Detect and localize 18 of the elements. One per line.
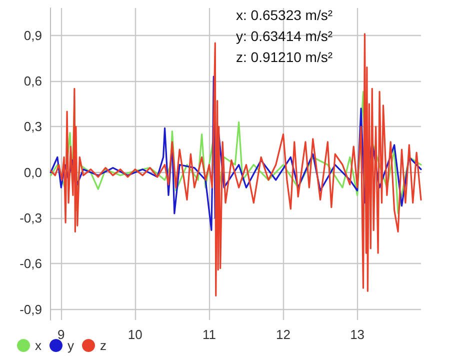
annotation: x: 0.65323 m/s²: [236, 7, 333, 23]
y-tick-label: -0,6: [20, 256, 42, 272]
legend-label: x: [35, 338, 42, 353]
y-tick-label: -0,9: [20, 302, 42, 317]
annotation: y: 0.63414 m/s²: [236, 28, 333, 44]
y-tick-label: 0,3: [24, 119, 42, 134]
x-tick-label: 13: [350, 327, 365, 342]
x-tick-label: 11: [202, 327, 216, 342]
y-tick-label: 0,6: [24, 74, 42, 89]
y-tick-label: 0,9: [24, 28, 42, 43]
y-tick-label: 0,0: [24, 164, 42, 180]
annotation: z: 0.91210 m/s²: [236, 49, 333, 65]
x-tick-label: 12: [276, 327, 290, 342]
legend-label: y: [68, 338, 74, 353]
y-tick-label: -0,3: [20, 210, 42, 226]
x-tick-label: 10: [128, 327, 142, 342]
legend-label: z: [100, 338, 106, 353]
x-tick-label: 9: [57, 327, 65, 342]
